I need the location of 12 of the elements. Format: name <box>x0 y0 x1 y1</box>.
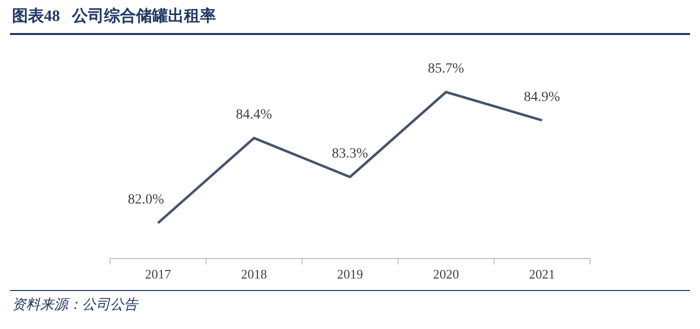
x-tick-label: 2020 <box>433 266 459 282</box>
chart-title: 图表48 公司综合储罐出租率 <box>12 6 216 27</box>
x-tick-label: 2021 <box>529 266 555 282</box>
text: 资料来源：公司公告 <box>12 296 138 314</box>
data-label: 82.0% <box>128 192 164 208</box>
data-label: 85.7% <box>428 62 464 77</box>
data-label: 84.4% <box>236 108 272 123</box>
data-label: 84.9% <box>524 90 560 106</box>
x-tick-label: 2018 <box>241 266 267 282</box>
x-tick-label: 2017 <box>145 266 172 282</box>
data-label: 83.3% <box>332 146 368 162</box>
x-tick-label: 2019 <box>337 266 363 282</box>
